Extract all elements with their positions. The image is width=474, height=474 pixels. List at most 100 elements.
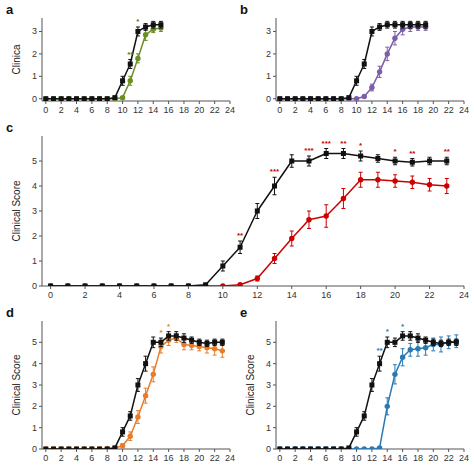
marker	[292, 446, 297, 449]
error-bar	[144, 388, 148, 403]
marker	[181, 336, 186, 341]
x-tick-label: 0	[43, 105, 48, 115]
x-tick-label: 24	[225, 105, 235, 115]
marker	[212, 346, 217, 351]
marker	[143, 32, 148, 37]
y-tick	[39, 211, 42, 212]
marker	[128, 78, 133, 83]
x-tick	[183, 449, 184, 452]
marker	[74, 96, 79, 101]
x-tick-label: 22	[425, 290, 435, 300]
marker	[427, 159, 432, 164]
x-tick	[153, 101, 154, 104]
marker	[331, 446, 336, 449]
error-bar	[424, 21, 428, 28]
series	[43, 332, 224, 449]
y-axis-label: Clinical Score	[11, 354, 22, 416]
marker	[392, 35, 397, 40]
marker	[58, 446, 63, 449]
x-tick-label: 20	[428, 453, 438, 463]
x-tick-label: 12	[133, 453, 143, 463]
marker	[308, 96, 313, 101]
marker	[292, 96, 297, 101]
marker	[43, 447, 48, 450]
marker	[438, 341, 443, 346]
x-tick	[295, 449, 296, 452]
x-tick	[153, 286, 154, 289]
marker	[74, 96, 79, 101]
series	[43, 21, 163, 101]
marker	[59, 96, 64, 101]
y-tick-label: 3	[32, 380, 37, 390]
annotation: *	[159, 328, 163, 337]
marker	[277, 96, 282, 101]
y-tick	[273, 76, 276, 77]
error-bar	[144, 24, 148, 31]
marker	[377, 69, 382, 74]
marker	[151, 340, 156, 345]
x-tick	[61, 449, 62, 452]
marker	[255, 276, 260, 281]
error-bar	[393, 157, 397, 165]
marker	[306, 159, 311, 164]
annotation: *	[386, 327, 390, 336]
marker	[408, 22, 413, 27]
x-tick-label: 2	[293, 453, 298, 463]
x-tick-label: 0	[48, 290, 53, 300]
y-tick-label: 3	[266, 26, 271, 36]
y-tick-label: 2	[32, 49, 37, 59]
y-tick-label: 5	[32, 156, 37, 166]
y-tick	[39, 31, 42, 32]
error-bar	[445, 157, 449, 165]
y-axis-label: Clinica	[11, 44, 22, 74]
marker	[293, 96, 298, 101]
error-bar	[370, 84, 374, 91]
y-axis-label: Clinical Score	[11, 180, 22, 242]
marker	[308, 96, 313, 101]
marker	[212, 340, 217, 345]
x-tick	[45, 101, 46, 104]
y-tick	[273, 98, 276, 99]
x-tick	[310, 449, 311, 452]
y-tick-label: 1	[32, 71, 37, 81]
x-tick-label: 10	[352, 453, 362, 463]
x-tick	[279, 101, 280, 104]
marker	[120, 429, 125, 434]
y-tick	[273, 31, 276, 32]
x-tick-label: 18	[179, 453, 189, 463]
panel: 0246810121416182022240123b	[240, 2, 469, 115]
marker	[446, 340, 451, 345]
y-tick	[273, 449, 276, 450]
series	[277, 332, 458, 449]
marker	[105, 96, 110, 101]
error-bar	[393, 175, 397, 188]
marker	[341, 151, 346, 156]
marker	[66, 96, 71, 101]
x-tick	[119, 286, 120, 289]
marker	[135, 29, 140, 34]
error-bar	[205, 340, 209, 346]
series	[277, 335, 459, 449]
y-tick-label: 1	[266, 71, 271, 81]
x-tick	[356, 449, 357, 452]
x-tick	[464, 101, 465, 104]
x-tick-label: 8	[339, 453, 344, 463]
panel: 024681012141618202224012345Clinical Scor…	[6, 305, 235, 463]
marker	[316, 446, 321, 449]
series	[277, 21, 428, 101]
marker	[369, 383, 374, 388]
x-tick-label: 22	[210, 105, 220, 115]
marker	[83, 284, 88, 287]
marker	[65, 284, 70, 287]
error-bar	[408, 332, 412, 341]
marker	[51, 96, 56, 101]
marker	[128, 61, 133, 66]
marker	[346, 95, 351, 100]
marker	[117, 283, 122, 286]
x-tick-label: 10	[218, 290, 228, 300]
marker	[82, 96, 87, 101]
error-bar	[385, 21, 389, 28]
y-tick-label: 5	[266, 337, 271, 347]
background	[0, 0, 474, 474]
plot-area	[48, 149, 450, 287]
